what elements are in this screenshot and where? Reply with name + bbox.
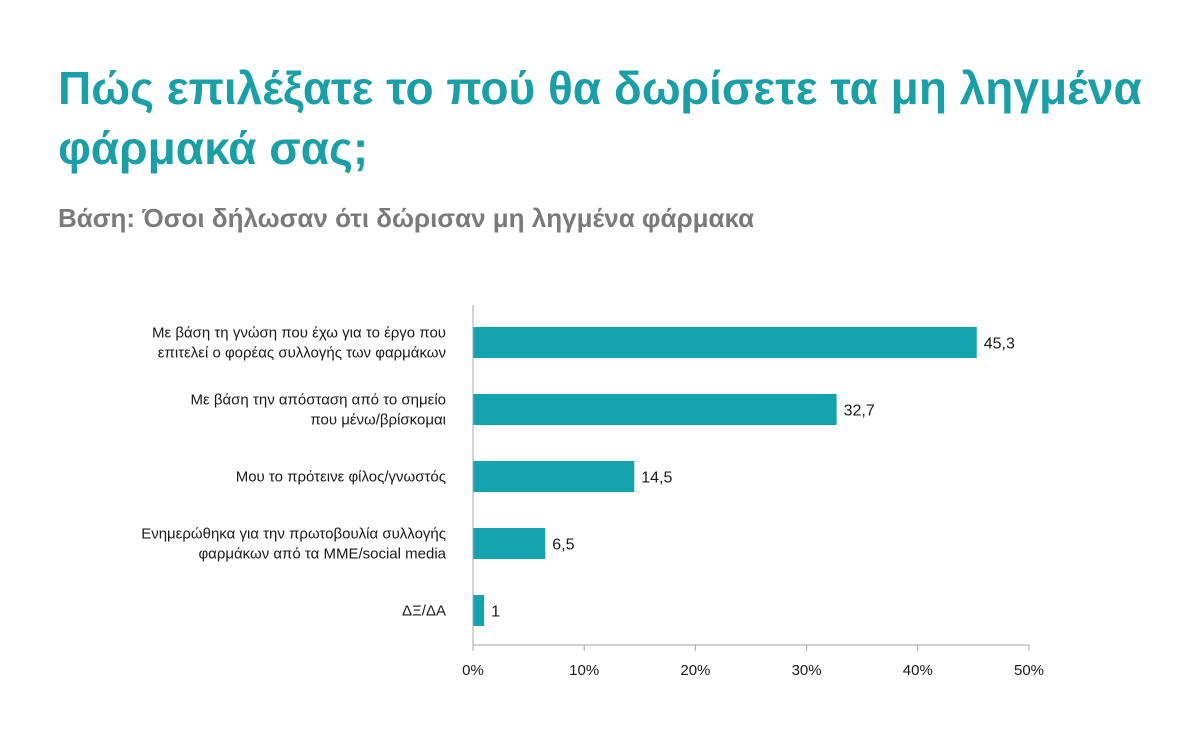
bar xyxy=(473,528,546,559)
chart-subtitle: Βάση: Όσοι δήλωσαν ότι δώρισαν μη ληγμέν… xyxy=(58,203,755,233)
bar xyxy=(473,394,837,425)
value-label: 1 xyxy=(491,604,500,621)
x-tick-label: 50% xyxy=(1014,662,1044,679)
x-tick-label: 30% xyxy=(792,662,822,679)
x-tick-label: 40% xyxy=(903,662,933,679)
bar xyxy=(473,461,635,492)
chart-title: Πώς επιλέξατε το πού θα δωρίσετε τα μη λ… xyxy=(58,62,1142,174)
category-label: φαρμάκων από τα ΜΜΕ/social media xyxy=(198,546,446,563)
x-tick-label: 10% xyxy=(569,662,599,679)
category-label: Με βάση τη γνώση που έχω για το έργο που xyxy=(152,325,446,342)
category-label: Ενημερώθηκα για την πρωτοβουλία συλλογής xyxy=(141,526,446,543)
x-tick-label: 20% xyxy=(680,662,710,679)
bar xyxy=(473,595,485,626)
category-label: επιτελεί ο φορέας συλλογής των φαρμάκων xyxy=(158,345,446,362)
value-label: 6,5 xyxy=(552,537,574,554)
category-label: Μου το πρότεινε φίλος/γνωστός xyxy=(236,469,446,486)
category-label: Με βάση την απόσταση από το σημείο xyxy=(191,392,446,409)
category-label: ΔΞ/ΔΑ xyxy=(402,603,446,620)
bar xyxy=(473,327,977,358)
value-label: 45,3 xyxy=(984,336,1015,353)
value-label: 32,7 xyxy=(844,403,875,420)
x-tick-label: 0% xyxy=(462,662,484,679)
category-label: που μένω/βρίσκομαι xyxy=(310,412,446,429)
value-label: 14,5 xyxy=(641,470,672,487)
